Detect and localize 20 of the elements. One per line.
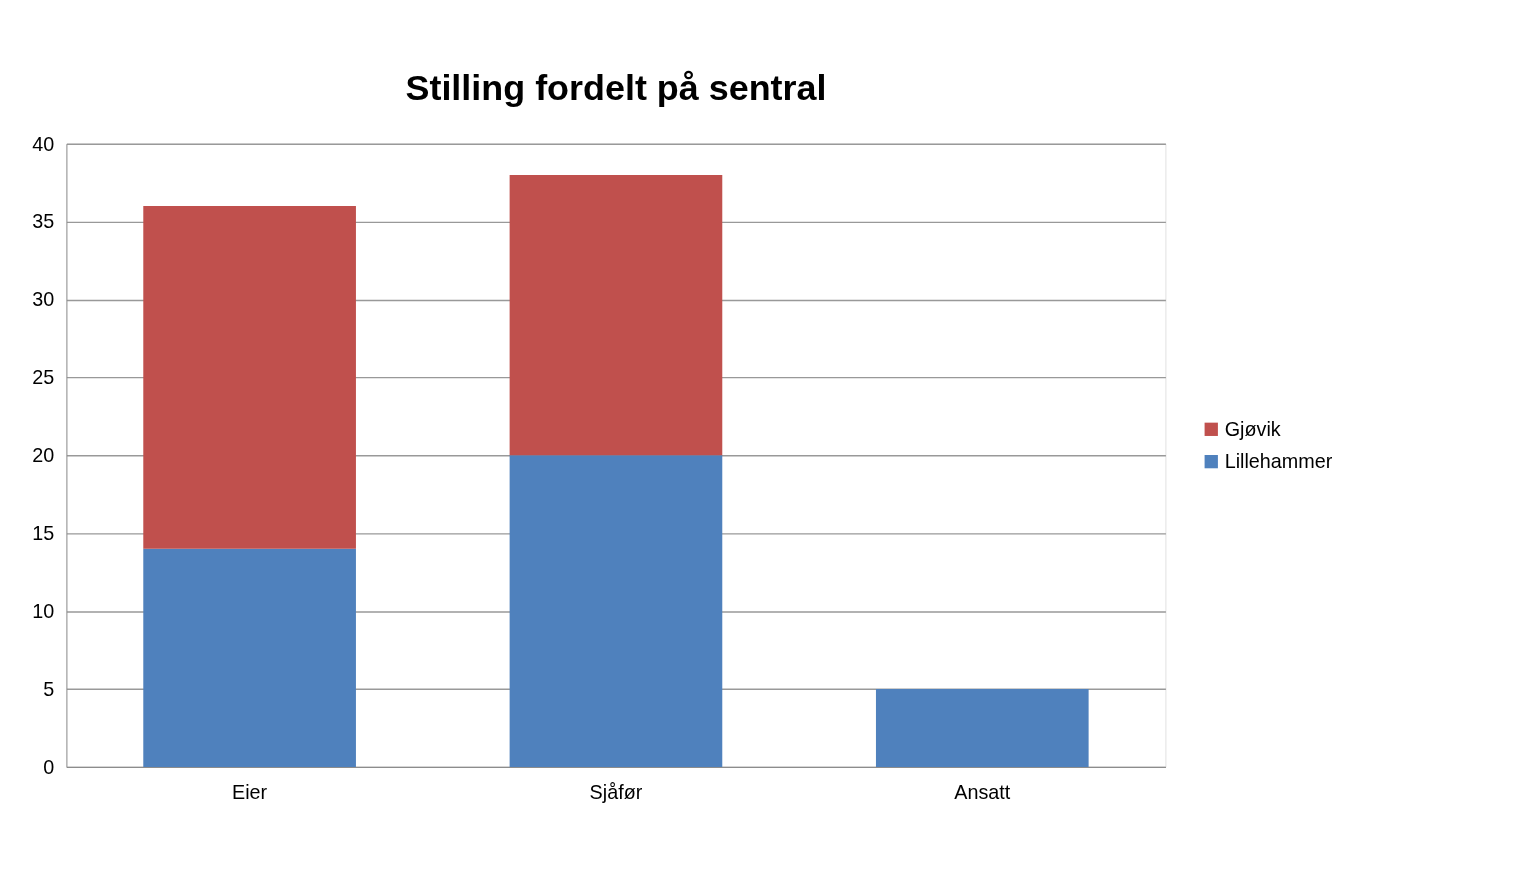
y-tick-label: 5 bbox=[43, 677, 55, 700]
bar bbox=[875, 689, 1089, 767]
chart-title: Stilling fordelt på sentral bbox=[405, 66, 827, 108]
legend-label: Lillehammer bbox=[1224, 449, 1333, 472]
y-tick-label: 30 bbox=[32, 288, 55, 311]
bar bbox=[143, 206, 356, 549]
legend-label: Gjøvik bbox=[1224, 417, 1281, 440]
y-tick-label: 15 bbox=[32, 521, 55, 544]
y-tick-label: 40 bbox=[32, 132, 55, 155]
bar bbox=[509, 455, 723, 767]
y-tick-label: 20 bbox=[32, 444, 55, 467]
x-tick-label: Eier bbox=[232, 780, 268, 803]
x-tick-label: Sjåfør bbox=[589, 780, 643, 803]
y-tick-label: 35 bbox=[32, 210, 55, 233]
bar bbox=[143, 548, 356, 767]
x-tick-label: Ansatt bbox=[954, 780, 1011, 803]
y-tick-label: 25 bbox=[32, 366, 55, 389]
y-tick-label: 0 bbox=[43, 755, 55, 778]
y-tick-label: 10 bbox=[32, 599, 55, 622]
bar bbox=[509, 174, 723, 456]
